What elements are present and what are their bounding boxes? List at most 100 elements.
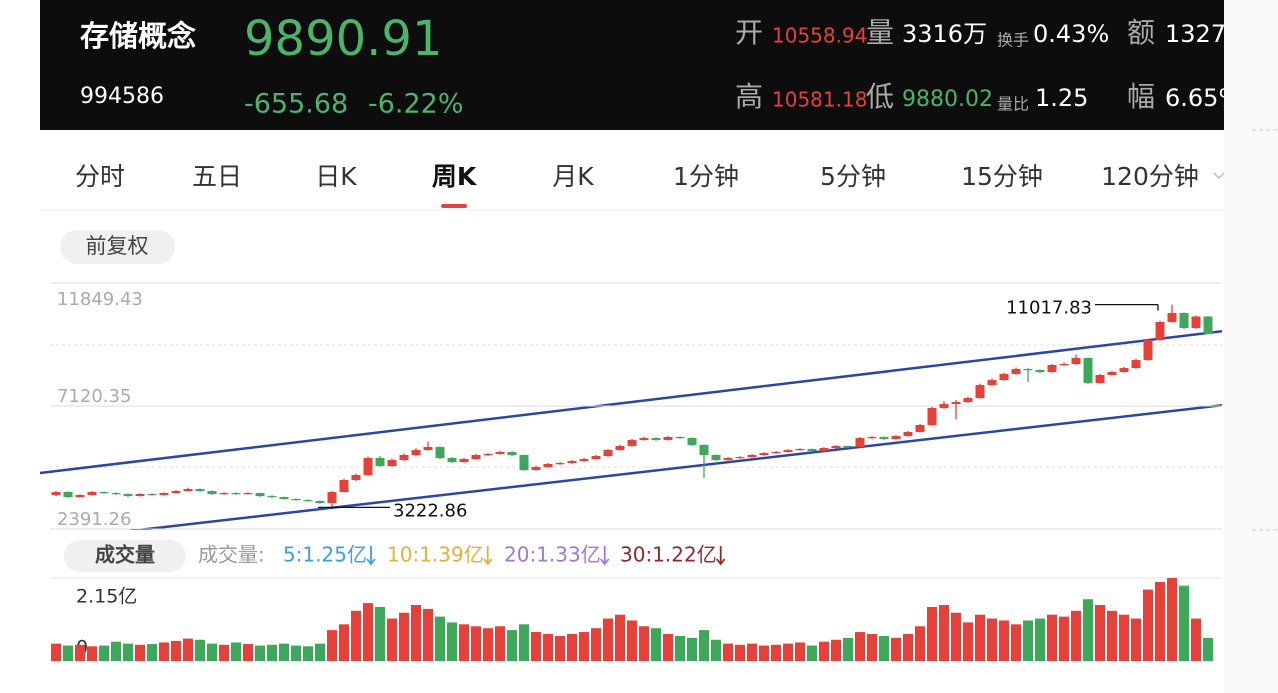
- volume-bar: [399, 612, 409, 661]
- volume-bar: [951, 612, 961, 661]
- volume-bar: [303, 646, 313, 661]
- volume-bar: [795, 642, 805, 661]
- candle-body: [483, 454, 493, 456]
- volume-bar: [903, 633, 913, 661]
- candle-body: [1023, 369, 1033, 371]
- candle-body: [423, 447, 433, 451]
- volume-bar: [1191, 618, 1201, 661]
- volume-bar: [147, 644, 157, 661]
- candle-body: [615, 446, 625, 451]
- candle-body: [51, 492, 61, 495]
- candle-body: [531, 467, 541, 471]
- candle-body: [255, 493, 265, 497]
- volume-legend-item: 10:1.39亿: [387, 543, 484, 567]
- candle-body: [1047, 365, 1057, 373]
- volume-bar: [423, 608, 433, 661]
- volume-bar: [855, 632, 865, 661]
- y-tick-label: 2391.26: [57, 509, 131, 530]
- candle-body: [183, 489, 193, 492]
- candle-body: [735, 457, 745, 459]
- y-tick-label: 11849.43: [57, 289, 143, 310]
- side-strip: [1224, 0, 1278, 693]
- candle-body: [351, 475, 361, 481]
- candle-body: [195, 489, 205, 492]
- candle-body: [315, 501, 325, 504]
- candle-body: [567, 461, 577, 464]
- volume-bar: [363, 603, 373, 661]
- candle-body: [783, 450, 793, 453]
- volume-bar: [891, 637, 901, 661]
- stat-value: 9880.02: [902, 87, 993, 112]
- volume-bar: [243, 644, 253, 661]
- tab[interactable]: 日K: [315, 162, 357, 191]
- adjust-label[interactable]: 前复权: [86, 234, 149, 258]
- volume-bar: [63, 645, 73, 661]
- volume-bar: [687, 637, 697, 661]
- candle-body: [1095, 375, 1105, 384]
- volume-bar: [759, 645, 769, 661]
- candle-body: [795, 449, 805, 451]
- candle-body: [303, 500, 313, 502]
- candle-body: [1083, 358, 1093, 384]
- volume-bar: [819, 641, 829, 661]
- candle-body: [1131, 360, 1141, 369]
- candle-body: [1179, 313, 1189, 329]
- volume-bar: [699, 630, 709, 661]
- volume-bar: [291, 645, 301, 661]
- volume-bar: [255, 645, 265, 661]
- tab[interactable]: 五日: [192, 162, 242, 191]
- volume-bar: [519, 624, 529, 661]
- volume-bar: [111, 641, 121, 661]
- volume-bar: [1119, 614, 1129, 661]
- header-bg: [40, 0, 1224, 130]
- volume-bar: [927, 606, 937, 661]
- volume-bar: [279, 643, 289, 661]
- candle-body: [339, 480, 349, 493]
- volume-bar: [735, 644, 745, 661]
- volume-bar: [1011, 624, 1021, 661]
- volume-bar: [51, 643, 61, 661]
- volume-bar: [723, 643, 733, 661]
- volume-bar: [1095, 605, 1105, 661]
- trend-channel: [40, 329, 1222, 530]
- candle-body: [843, 446, 853, 448]
- candle-body: [1011, 369, 1021, 375]
- volume-bar: [327, 630, 337, 661]
- candle-body: [447, 458, 457, 463]
- candle-body: [1191, 316, 1201, 329]
- volume-bar: [1179, 585, 1189, 661]
- volume-bar: [771, 644, 781, 661]
- tab[interactable]: 1分钟: [673, 162, 739, 191]
- candle-body: [723, 458, 733, 461]
- volume-bar: [207, 643, 217, 661]
- adjust-pill[interactable]: [60, 230, 175, 264]
- candle-body: [279, 497, 289, 500]
- candle-body: [579, 459, 589, 462]
- candle-body: [1107, 372, 1117, 376]
- tab[interactable]: 周K: [432, 162, 478, 191]
- tab[interactable]: 5分钟: [820, 162, 886, 191]
- candle-body: [711, 455, 721, 461]
- candle-body: [411, 450, 421, 456]
- candle-body: [1059, 364, 1069, 366]
- candle-body: [435, 447, 445, 459]
- volume-bar: [495, 626, 505, 661]
- price: 9890.91: [244, 11, 443, 67]
- volume-bar: [1083, 599, 1093, 661]
- candle-body: [75, 495, 85, 498]
- stock-code: 994586: [80, 84, 164, 109]
- stat-value: 10581.18: [772, 88, 867, 112]
- tab[interactable]: 120分钟: [1101, 162, 1199, 191]
- candle-body: [915, 425, 925, 433]
- tab[interactable]: 月K: [552, 162, 594, 191]
- volume-bar: [747, 643, 757, 661]
- volume-bar: [807, 645, 817, 661]
- tab[interactable]: 15分钟: [961, 162, 1043, 191]
- candle-body: [1143, 340, 1153, 361]
- tab[interactable]: 分时: [75, 162, 125, 191]
- volume-bar: [999, 620, 1009, 661]
- candle-body: [939, 404, 949, 409]
- tab-bar: 分时 五日 日K 周K 月K 1分钟 5分钟 15分钟 120分钟: [75, 162, 1199, 208]
- candle-body: [159, 493, 169, 496]
- candle-body: [147, 494, 157, 496]
